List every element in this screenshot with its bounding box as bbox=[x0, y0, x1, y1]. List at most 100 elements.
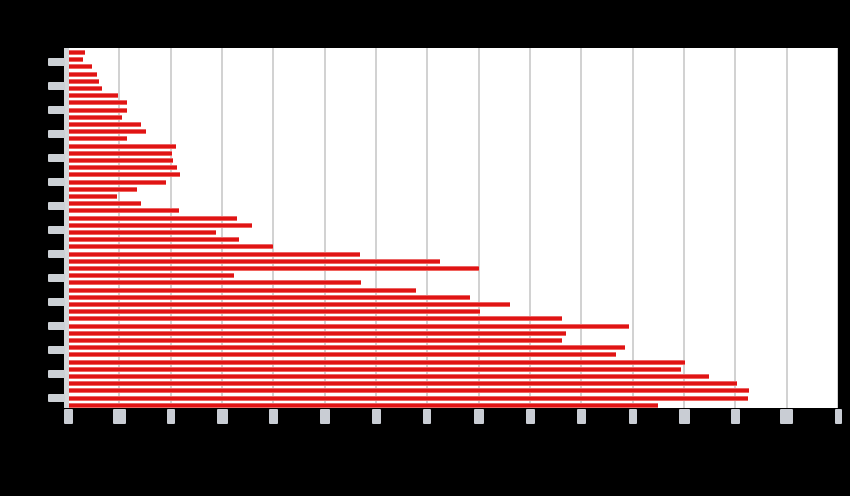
gridlines-layer bbox=[68, 48, 838, 408]
bar bbox=[68, 338, 563, 343]
y-tick-label-blob bbox=[48, 178, 65, 186]
bar bbox=[68, 366, 681, 372]
bar bbox=[68, 208, 180, 214]
bar bbox=[68, 50, 85, 55]
y-tick-label-blob bbox=[48, 154, 65, 162]
y-tick-label-blob bbox=[48, 58, 65, 66]
x-tick-label-blob bbox=[166, 409, 175, 424]
bar bbox=[68, 186, 137, 192]
x-tick-label-blob bbox=[112, 409, 126, 424]
bar bbox=[68, 150, 172, 156]
gridline bbox=[272, 48, 275, 408]
gridline bbox=[683, 48, 685, 408]
gridline bbox=[785, 48, 788, 408]
bar bbox=[68, 165, 178, 171]
bar bbox=[68, 143, 176, 149]
bar bbox=[68, 237, 239, 243]
x-tick-label-blob bbox=[216, 409, 228, 424]
y-tick-label-blob bbox=[48, 250, 65, 258]
x-tick-label-blob bbox=[628, 409, 637, 424]
y-tick-label-blob bbox=[48, 298, 65, 306]
gridline bbox=[477, 48, 480, 408]
plot-area bbox=[68, 48, 838, 408]
gridline bbox=[734, 48, 737, 408]
x-tick-label-blob bbox=[63, 409, 73, 424]
bar bbox=[68, 287, 416, 293]
bar bbox=[68, 71, 97, 77]
y-tick-label-blob bbox=[48, 226, 65, 234]
bar bbox=[68, 215, 238, 221]
x-tick-label-blob bbox=[473, 409, 484, 424]
gridline bbox=[169, 48, 172, 408]
bar bbox=[68, 78, 100, 84]
x-tick-label-blob bbox=[576, 409, 586, 424]
y-tick-label-blob bbox=[48, 322, 65, 330]
y-tick-label-blob bbox=[48, 370, 65, 378]
y-tick-label-blob bbox=[48, 106, 65, 114]
bar bbox=[68, 395, 748, 401]
x-tick-label-blob bbox=[319, 409, 330, 424]
bar bbox=[68, 158, 173, 163]
bar bbox=[68, 136, 127, 142]
y-tick-label-blob bbox=[48, 394, 65, 402]
bar bbox=[68, 122, 142, 127]
x-tick-label-blob bbox=[730, 409, 740, 424]
y-tick-label-blob bbox=[48, 82, 65, 90]
gridline bbox=[529, 48, 531, 408]
bar bbox=[68, 388, 750, 394]
gridline bbox=[118, 48, 121, 408]
bar bbox=[68, 172, 180, 178]
gridline bbox=[221, 48, 223, 408]
bar bbox=[68, 352, 616, 358]
bar bbox=[68, 280, 361, 286]
bar bbox=[68, 381, 737, 387]
gridline bbox=[426, 48, 429, 408]
bar bbox=[68, 107, 127, 113]
x-tick-label-blob bbox=[525, 409, 535, 424]
bars-layer bbox=[68, 48, 838, 408]
bar bbox=[68, 57, 83, 63]
bar bbox=[68, 251, 360, 257]
bar bbox=[68, 258, 440, 264]
y-tick-label-blob bbox=[48, 130, 65, 138]
bar bbox=[68, 129, 147, 135]
y-tick-label-blob bbox=[48, 346, 65, 354]
bar bbox=[68, 273, 235, 279]
gridline bbox=[375, 48, 377, 408]
bar bbox=[68, 309, 481, 315]
bar bbox=[68, 179, 167, 185]
gridline bbox=[631, 48, 634, 408]
x-tick-label-blob bbox=[678, 409, 690, 424]
bar bbox=[68, 64, 92, 70]
bar bbox=[68, 100, 127, 106]
gridline bbox=[580, 48, 583, 408]
bar bbox=[68, 114, 123, 120]
bar bbox=[68, 294, 470, 300]
x-tick-label-blob bbox=[780, 409, 794, 424]
gridline bbox=[323, 48, 326, 408]
y-axis-line bbox=[64, 48, 69, 408]
bar bbox=[68, 359, 686, 365]
bar bbox=[68, 93, 119, 99]
bar bbox=[68, 323, 629, 329]
x-tick-label-blob bbox=[423, 409, 432, 424]
bar bbox=[68, 402, 659, 408]
bar bbox=[68, 302, 510, 307]
y-tick-label-blob bbox=[48, 202, 65, 210]
bar bbox=[68, 222, 253, 228]
bar bbox=[68, 86, 102, 91]
bar bbox=[68, 345, 626, 351]
x-tick-label-blob bbox=[834, 409, 842, 424]
x-tick-label-blob bbox=[371, 409, 381, 424]
bar bbox=[68, 374, 710, 379]
y-tick-label-blob bbox=[48, 274, 65, 282]
bar bbox=[68, 266, 479, 271]
bar bbox=[68, 230, 216, 235]
x-tick-label-blob bbox=[268, 409, 278, 424]
bar bbox=[68, 201, 142, 207]
bar bbox=[68, 330, 567, 336]
bar bbox=[68, 194, 118, 199]
